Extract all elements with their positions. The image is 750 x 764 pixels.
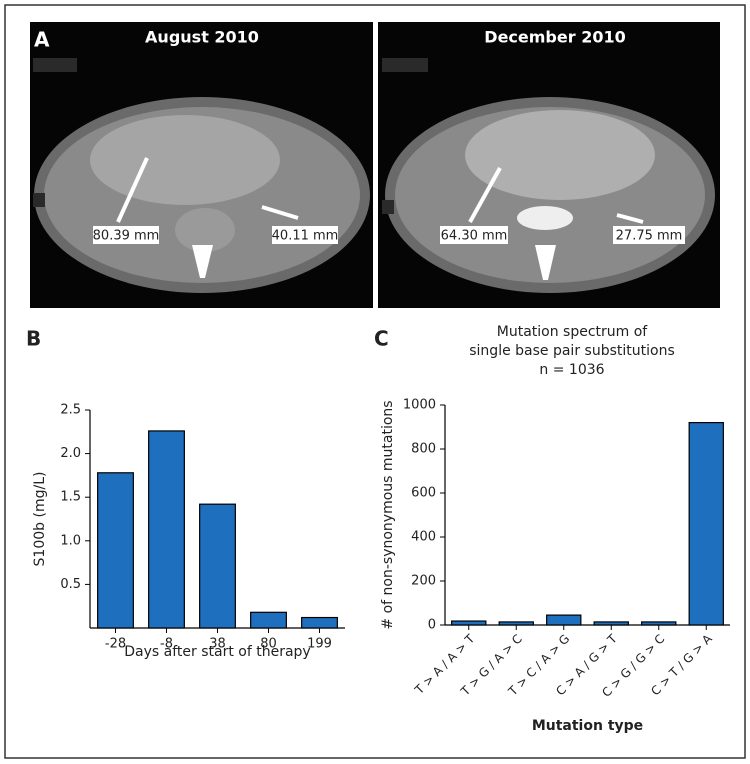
y-tick-label: 1000: [403, 398, 436, 413]
x-tick-label: 38: [209, 637, 226, 652]
bar: [688, 422, 724, 626]
bar: [199, 503, 236, 629]
y-tick-label: 2.5: [60, 403, 81, 418]
bar: [641, 621, 677, 626]
x-tick-label: 80: [260, 637, 277, 652]
y-tick-label: 0: [428, 618, 436, 633]
measurement: 64.30 mm: [441, 229, 508, 244]
x-axis-label: Mutation type: [532, 718, 643, 734]
y-tick-label: 0.5: [60, 577, 81, 592]
y-tick-label: 2.0: [60, 446, 81, 461]
panel-label: A: [34, 28, 50, 52]
chart-title: single base pair substitutions: [469, 343, 674, 359]
y-tick-label: 400: [411, 530, 436, 545]
chart-title: Mutation spectrum of: [497, 324, 649, 340]
bar: [498, 621, 534, 626]
x-tick-label: -28: [105, 637, 126, 652]
y-tick-label: 1.0: [60, 533, 81, 548]
y-axis-label: # of non-synonymous mutations: [380, 400, 396, 629]
y-tick-label: 1.5: [60, 490, 81, 505]
frame: [4, 4, 746, 759]
bar: [97, 472, 134, 629]
panel-label: C: [374, 327, 389, 351]
image-title: December 2010: [484, 28, 625, 47]
ct-image-left: [30, 22, 373, 308]
chart-title: n = 1036: [539, 362, 604, 378]
x-tick-label: -8: [160, 637, 173, 652]
x-tick-label: 199: [307, 637, 332, 652]
panel-label: B: [26, 327, 41, 351]
measurement: 27.75 mm: [616, 229, 683, 244]
y-axis-label: S100b (mg/L): [32, 472, 48, 567]
image-title: August 2010: [145, 28, 259, 47]
ct-image-right: [378, 22, 720, 308]
bar: [593, 621, 629, 626]
bar: [451, 620, 487, 626]
measurement: 80.39 mm: [93, 229, 160, 244]
bar: [148, 430, 185, 629]
measurement: 40.11 mm: [272, 229, 339, 244]
bar: [546, 614, 582, 626]
y-tick-label: 200: [411, 574, 436, 589]
bar: [301, 616, 338, 629]
y-tick-label: 800: [411, 442, 436, 457]
y-tick-label: 600: [411, 486, 436, 501]
x-axis-label: Days after start of therapy: [124, 644, 310, 660]
bar: [250, 611, 287, 629]
